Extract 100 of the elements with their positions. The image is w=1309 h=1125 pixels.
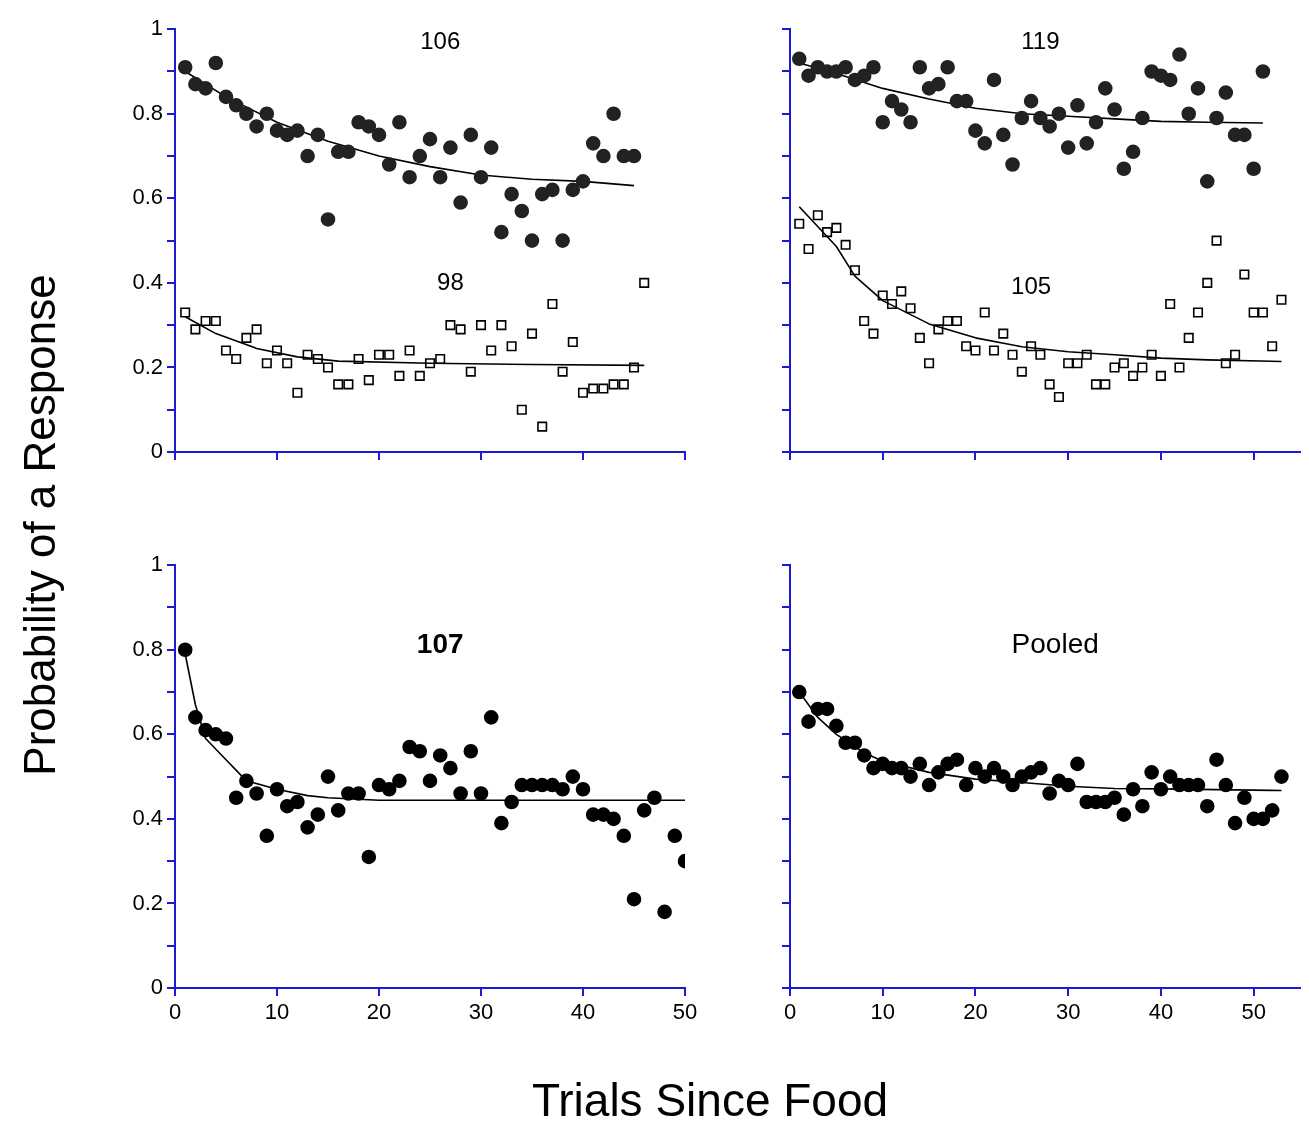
point bbox=[1051, 106, 1067, 122]
y-tick-label: 0.4 bbox=[132, 804, 163, 830]
point bbox=[1246, 161, 1261, 177]
point bbox=[300, 148, 315, 164]
x-tick-label: 50 bbox=[1241, 999, 1266, 1025]
point bbox=[453, 786, 468, 801]
point bbox=[598, 383, 609, 394]
point bbox=[998, 328, 1009, 339]
point bbox=[422, 773, 438, 789]
x-tick-label: 20 bbox=[963, 999, 988, 1025]
point bbox=[896, 286, 907, 297]
point bbox=[801, 714, 816, 729]
point bbox=[657, 904, 672, 920]
point bbox=[628, 362, 640, 373]
point bbox=[463, 743, 479, 759]
point bbox=[251, 324, 262, 335]
point bbox=[290, 794, 305, 810]
point bbox=[381, 157, 397, 172]
point bbox=[1060, 777, 1076, 793]
point bbox=[893, 102, 909, 117]
y-tick-label: 0 bbox=[150, 974, 163, 1000]
point bbox=[412, 743, 428, 759]
point bbox=[1109, 362, 1120, 373]
y-axis-title: Probability of a Response bbox=[15, 273, 65, 778]
point bbox=[639, 277, 650, 288]
point bbox=[300, 820, 315, 835]
point bbox=[392, 114, 407, 130]
annotation: 106 bbox=[420, 26, 461, 54]
point bbox=[1199, 798, 1215, 814]
point bbox=[931, 76, 946, 92]
point bbox=[877, 290, 888, 301]
point bbox=[794, 218, 805, 229]
point bbox=[1153, 781, 1169, 797]
y-tick-label: 0.6 bbox=[132, 184, 163, 210]
point bbox=[1100, 379, 1111, 390]
x-tick-label: 10 bbox=[264, 999, 290, 1025]
point bbox=[1267, 341, 1278, 352]
point bbox=[320, 212, 336, 227]
point bbox=[838, 59, 853, 75]
point bbox=[866, 59, 881, 75]
point bbox=[443, 140, 458, 155]
point bbox=[231, 353, 242, 365]
point bbox=[282, 358, 293, 369]
point bbox=[1044, 379, 1055, 390]
point bbox=[977, 136, 993, 151]
point bbox=[942, 315, 953, 326]
point bbox=[1033, 760, 1048, 776]
point bbox=[1116, 161, 1132, 177]
y-tick-label: 1 bbox=[150, 15, 163, 41]
point bbox=[626, 148, 642, 164]
point bbox=[801, 68, 816, 84]
point bbox=[958, 777, 974, 793]
point bbox=[455, 324, 466, 335]
point bbox=[394, 370, 405, 381]
x-tick-label: 30 bbox=[1055, 999, 1081, 1025]
y-tick-label: 0.8 bbox=[132, 635, 163, 661]
point bbox=[903, 769, 918, 784]
point bbox=[210, 315, 221, 326]
point bbox=[791, 51, 807, 67]
point bbox=[608, 379, 619, 390]
point bbox=[269, 781, 285, 797]
point bbox=[596, 148, 611, 164]
point bbox=[1042, 119, 1057, 134]
point bbox=[822, 227, 833, 238]
point bbox=[1174, 362, 1185, 373]
point bbox=[979, 307, 990, 318]
point bbox=[259, 828, 275, 844]
point bbox=[949, 752, 965, 767]
point bbox=[343, 379, 354, 390]
point bbox=[330, 803, 346, 818]
point bbox=[886, 298, 898, 310]
point bbox=[940, 59, 955, 75]
annotation: 105 bbox=[1011, 271, 1052, 299]
point bbox=[961, 341, 972, 352]
point bbox=[292, 387, 303, 398]
point bbox=[432, 169, 448, 185]
point bbox=[791, 684, 807, 700]
point bbox=[302, 349, 313, 360]
point bbox=[859, 315, 870, 326]
point bbox=[1005, 157, 1020, 172]
point bbox=[524, 233, 540, 248]
point bbox=[667, 828, 683, 844]
point bbox=[1128, 370, 1139, 381]
point bbox=[856, 748, 872, 763]
point bbox=[177, 59, 193, 75]
x-tick-label: 0 bbox=[168, 999, 182, 1025]
point bbox=[626, 891, 642, 907]
point bbox=[547, 298, 558, 310]
point bbox=[1144, 765, 1159, 780]
point bbox=[1016, 366, 1027, 377]
point bbox=[1230, 349, 1241, 360]
point bbox=[1033, 110, 1048, 126]
point bbox=[322, 362, 334, 373]
point bbox=[1081, 349, 1092, 360]
point bbox=[177, 642, 193, 658]
point bbox=[933, 324, 944, 335]
point bbox=[921, 777, 937, 793]
point bbox=[840, 239, 851, 250]
point bbox=[912, 756, 928, 772]
point bbox=[1135, 798, 1150, 814]
